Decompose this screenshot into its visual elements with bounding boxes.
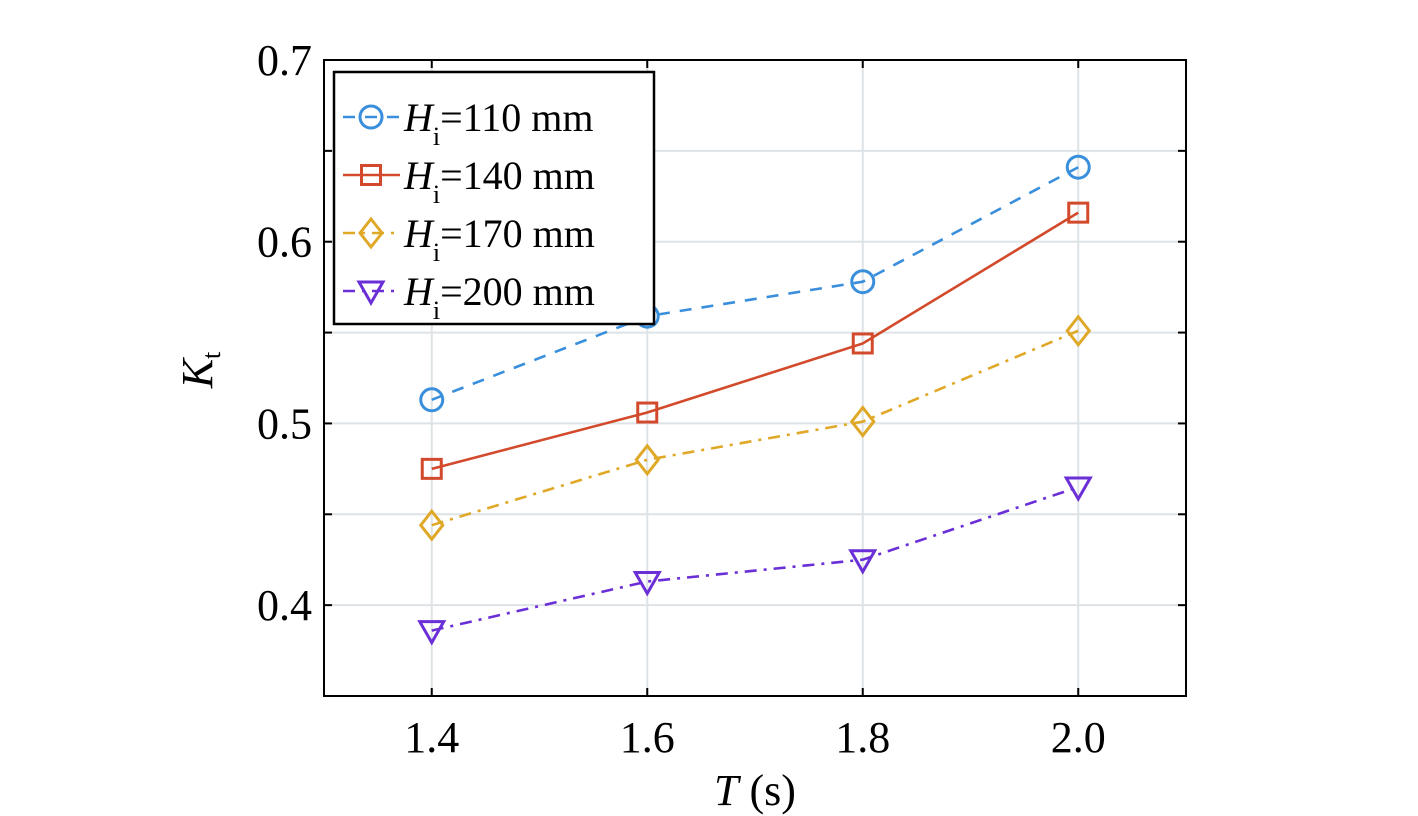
y-tick-labels: 0.4 0.5 0.6 0.7 [257, 36, 312, 630]
x-tick-label: 2.0 [1051, 713, 1106, 762]
legend-label-1: Hi=110 mm [403, 95, 593, 151]
legend-sub: i [433, 180, 440, 209]
legend-sub: i [433, 238, 440, 267]
data-point-triangle [417, 620, 447, 646]
data-point-diamond [849, 405, 876, 439]
series-lines [431, 166, 1079, 632]
legend-label-2: Hi=140 mm [403, 153, 595, 209]
data-point-square [1067, 201, 1090, 224]
legend-rest: =110 mm [440, 95, 593, 140]
data-point-diamond [418, 508, 445, 542]
legend-sub: i [433, 296, 440, 325]
legend-var: H [403, 211, 435, 256]
y-tick-label: 0.7 [257, 36, 312, 85]
series-line-1 [431, 166, 1079, 402]
data-point-circle [419, 387, 445, 413]
data-point-circle [1065, 154, 1091, 180]
data-point-diamond [634, 443, 661, 477]
axis-ticks [324, 60, 1186, 696]
legend-box [332, 70, 656, 326]
data-point-triangle [1063, 476, 1093, 503]
data-point-circle [850, 269, 876, 295]
data-point-circle [358, 104, 384, 130]
plot-frame [323, 59, 1187, 697]
legend-rest: =140 mm [440, 153, 595, 198]
legend-var: H [403, 153, 435, 198]
x-tick-labels: 1.4 1.6 1.8 2.0 [404, 713, 1106, 762]
data-point-triangle [632, 571, 662, 597]
y-tick-label: 0.4 [257, 581, 312, 630]
legend-rest: =200 mm [440, 269, 595, 314]
data-point-triangle [356, 280, 386, 307]
data-point-diamond [358, 216, 384, 250]
legend-var: H [403, 95, 435, 140]
data-point-square [636, 401, 659, 424]
x-axis-unit: (s) [739, 766, 796, 815]
legend-label-4: Hi=200 mm [403, 269, 595, 325]
data-point-triangle [848, 549, 878, 575]
data-point-square [851, 332, 874, 355]
series-line-4 [431, 485, 1079, 632]
y-axis-label: Kt [173, 351, 226, 389]
x-axis-label: T (s) [714, 766, 796, 815]
series-line-3 [431, 329, 1079, 527]
data-point-square [420, 457, 443, 480]
data-point-square [360, 164, 382, 186]
legend-label-3: Hi=170 mm [403, 211, 595, 267]
x-tick-label: 1.4 [404, 713, 459, 762]
y-axis-sub: t [197, 351, 226, 359]
y-tick-label: 0.6 [257, 218, 312, 267]
series-line-2 [431, 211, 1079, 471]
x-axis-var: T [714, 766, 742, 815]
legend-sub: i [433, 122, 440, 151]
x-tick-label: 1.8 [835, 713, 890, 762]
y-axis-var: K [173, 356, 222, 389]
legend-var: H [403, 269, 435, 314]
x-tick-label: 1.6 [620, 713, 675, 762]
y-tick-label: 0.5 [257, 399, 312, 448]
data-point-diamond [1065, 314, 1092, 348]
series-markers [417, 154, 1093, 646]
legend-rest: =170 mm [440, 211, 595, 256]
